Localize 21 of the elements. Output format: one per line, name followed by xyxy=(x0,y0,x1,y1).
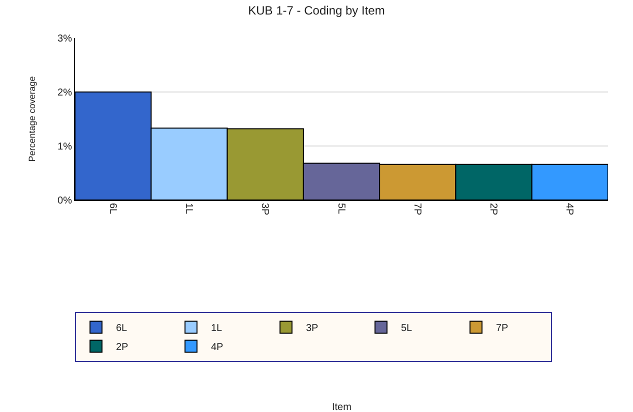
x-tick-label: 1L xyxy=(182,203,194,215)
chart-title: KUB 1-7 - Coding by Item xyxy=(248,4,385,18)
x-tick-label: 6L xyxy=(106,203,118,215)
y-tick-label: 3% xyxy=(58,34,72,44)
x-tick-label: 4P xyxy=(564,203,575,216)
legend-label: 2P xyxy=(116,342,129,354)
text: Item xyxy=(332,402,352,412)
legend-label: 3P xyxy=(306,323,319,334)
legend-label: 6L xyxy=(116,323,128,334)
y-tick-label: 1% xyxy=(58,142,72,152)
x-tick-label: 5L xyxy=(335,203,346,215)
x-tick-label: 3P xyxy=(259,203,270,216)
x-tick-label: 7P xyxy=(411,203,422,216)
legend-label: 5L xyxy=(401,323,413,334)
x-tick-label: 2P xyxy=(488,203,499,216)
y-axis-title: Percentage coverage xyxy=(26,76,37,162)
legend-label: 7P xyxy=(496,323,509,334)
y-tick-label: 2% xyxy=(58,88,72,98)
legend-label: 1L xyxy=(211,323,223,334)
y-tick-label: 0% xyxy=(58,196,72,206)
legend-label: 4P xyxy=(211,342,224,354)
